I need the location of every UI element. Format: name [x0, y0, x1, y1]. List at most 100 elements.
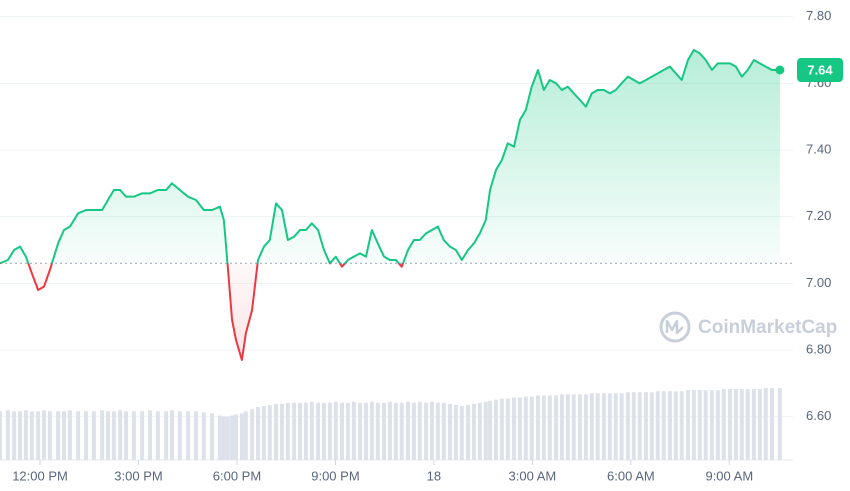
volume-bar: [453, 404, 458, 460]
volume-bar: [250, 409, 255, 460]
price-line: [0, 49, 780, 361]
volume-bar: [18, 411, 23, 460]
volume-bar: [193, 411, 198, 460]
volume-bar: [529, 396, 534, 460]
volume-bar: [777, 388, 782, 460]
price-tag: [797, 58, 843, 82]
volume-bar: [505, 398, 510, 460]
volume-bar: [0, 411, 2, 460]
volume-bar: [685, 390, 690, 460]
y-tick-label: 7.80: [806, 8, 831, 23]
volume-bar: [483, 401, 488, 460]
volume-bar: [363, 402, 368, 460]
volume-bar: [477, 402, 482, 460]
volume-bar: [100, 410, 105, 460]
volume-bar: [105, 411, 110, 460]
volume-bar: [321, 402, 326, 460]
volume-bar: [554, 395, 559, 460]
volume-bar: [655, 391, 660, 460]
volume-bar: [547, 395, 552, 460]
volume-bar: [47, 411, 52, 460]
volume-bar: [267, 404, 272, 460]
volume-bar: [607, 393, 612, 460]
volume-bar: [559, 394, 564, 460]
volume-bar: [274, 403, 279, 460]
volume-bar: [340, 402, 345, 460]
volume-bar: [595, 393, 600, 460]
x-tick-label: 9:00 PM: [311, 468, 359, 483]
volume-bar: [667, 391, 672, 460]
volume-bar: [745, 389, 750, 460]
volume-bar: [316, 402, 321, 460]
volume-bar: [637, 392, 642, 460]
volume-bar: [459, 406, 464, 460]
volume-bar: [148, 410, 153, 460]
volume-bar: [435, 402, 440, 460]
volume-bar: [358, 402, 363, 460]
volume-bar: [571, 394, 576, 460]
x-tick-label: 18: [427, 468, 441, 483]
volume-bar: [541, 395, 546, 460]
volume-bar: [382, 402, 387, 460]
volume-bar: [512, 397, 517, 460]
volume-bar: [399, 402, 404, 460]
y-tick-label: 7.40: [806, 141, 831, 156]
volume-bar: [5, 410, 10, 460]
volume-bar: [429, 401, 434, 460]
volume-bar: [345, 402, 350, 460]
x-tick-label: 3:00 PM: [114, 468, 162, 483]
volume-bar: [577, 394, 582, 460]
volume-bar: [118, 410, 123, 460]
volume-bar: [763, 388, 768, 460]
volume-bar: [643, 392, 648, 460]
volume-bar: [613, 393, 618, 460]
volume-bar: [649, 392, 654, 460]
volume-bar: [327, 402, 332, 460]
volume-bar: [261, 406, 266, 460]
volume-bar: [411, 402, 416, 460]
last-price-dot: [775, 65, 785, 75]
watermark: CoinMarketCap: [659, 311, 837, 343]
x-tick-label: 6:00 AM: [607, 468, 655, 483]
volume-bar: [673, 391, 678, 460]
volume-bar: [140, 411, 145, 460]
volume-bar: [221, 416, 226, 460]
volume-bar: [233, 414, 238, 460]
volume-bar: [41, 410, 46, 460]
volume-bar: [739, 389, 744, 460]
volume-bar: [351, 401, 356, 460]
volume-bar: [76, 411, 81, 460]
volume-bar: [466, 404, 471, 460]
volume: [0, 388, 782, 460]
volume-bar: [703, 390, 708, 460]
volume-bar: [12, 411, 17, 460]
volume-bar: [217, 415, 222, 460]
volume-bar: [471, 403, 476, 460]
volume-bar: [721, 389, 726, 460]
volume-bar: [679, 391, 684, 460]
volume-bar: [177, 411, 182, 460]
volume-bar: [387, 401, 392, 460]
volume-bar: [493, 399, 498, 460]
volume-bar: [751, 389, 756, 460]
volume-bar: [448, 403, 453, 460]
logo-ring: [659, 311, 691, 343]
volume-bar: [230, 415, 235, 460]
logo-mark: [665, 319, 684, 335]
volume-bar: [769, 388, 774, 460]
x-tick-label: 3:00 AM: [509, 468, 557, 483]
volume-bar: [488, 400, 493, 460]
volume-bar: [535, 395, 540, 460]
y-tick-label: 7.20: [806, 208, 831, 223]
volume-bar: [186, 411, 191, 460]
volume-bar: [441, 402, 446, 460]
volume-bar: [565, 394, 570, 460]
volume-bar: [83, 411, 88, 460]
volume-bar: [523, 396, 528, 460]
volume-bar: [405, 401, 410, 460]
volume-bar: [124, 411, 129, 460]
volume-bar: [164, 411, 169, 460]
volume-bar: [155, 411, 160, 460]
watermark-text: CoinMarketCap: [698, 317, 837, 338]
